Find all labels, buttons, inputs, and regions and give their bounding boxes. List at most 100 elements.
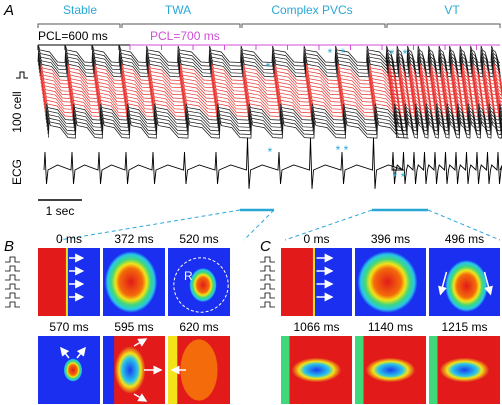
snapshot — [429, 336, 500, 404]
label: 570 ms — [49, 320, 88, 334]
label: * — [403, 47, 408, 61]
cell-trace — [47, 117, 502, 135]
snapshot — [281, 336, 352, 404]
snapshot — [168, 248, 230, 316]
phase-bracket — [121, 23, 241, 28]
label: * — [336, 143, 341, 157]
label: * — [268, 145, 273, 159]
cell-trace — [41, 71, 502, 89]
cell-trace — [44, 92, 502, 110]
wave — [357, 251, 418, 313]
edge — [65, 248, 68, 316]
arrow — [483, 271, 493, 296]
pcl-line — [37, 44, 130, 50]
cell-trace — [38, 49, 501, 67]
label: PCL=600 ms — [38, 29, 108, 43]
h1 — [291, 357, 342, 383]
snapshot — [281, 248, 352, 316]
snapshot — [355, 248, 426, 316]
cell-trace — [45, 99, 502, 117]
label: ECG — [10, 159, 24, 185]
cell-trace — [44, 96, 502, 114]
label: 0 ms — [303, 232, 329, 246]
arrow — [133, 338, 148, 347]
cell-trace — [42, 81, 502, 99]
wave — [189, 268, 217, 302]
label: C — [260, 238, 271, 255]
g — [429, 336, 438, 404]
front — [281, 248, 313, 316]
label: 496 ms — [445, 232, 484, 246]
label: 1066 ms — [293, 320, 339, 334]
ecg-trace — [43, 137, 502, 189]
label: * — [344, 143, 349, 157]
label: 1215 ms — [441, 320, 487, 334]
pcl-line — [129, 44, 500, 50]
label: Stable — [63, 3, 97, 17]
strip — [103, 336, 115, 404]
arrow — [438, 271, 448, 296]
cell-trace — [43, 89, 502, 107]
cell-trace — [42, 78, 502, 96]
cell-trace — [43, 85, 502, 103]
g — [281, 336, 290, 404]
snapshot — [429, 248, 500, 316]
radius — [173, 257, 229, 313]
label: Complex PVCs — [271, 3, 352, 17]
label: 595 ms — [114, 320, 153, 334]
wave — [63, 358, 83, 382]
cell-trace — [48, 121, 502, 139]
cell-trace — [37, 45, 501, 63]
snapshot — [38, 248, 100, 316]
label: 520 ms — [179, 232, 218, 246]
arrow — [60, 346, 70, 359]
label: 620 ms — [179, 320, 218, 334]
snapshot — [38, 336, 100, 404]
cell-trace — [40, 67, 502, 85]
g — [355, 336, 364, 404]
cell-trace — [39, 60, 501, 78]
cell-trace — [41, 74, 502, 92]
phase-bracket — [386, 23, 501, 28]
phase-bracket — [37, 23, 121, 28]
label: 1140 ms — [368, 320, 413, 334]
label: 396 ms — [371, 232, 410, 246]
label: * — [266, 60, 271, 74]
arrow — [133, 393, 148, 402]
snapshot — [168, 336, 230, 404]
label: PCL=700 ms — [150, 29, 220, 43]
front — [38, 248, 66, 316]
wave — [104, 251, 158, 313]
cell-trace — [38, 53, 501, 71]
cell-trace — [40, 63, 502, 81]
cell-trace — [47, 114, 502, 132]
wave — [180, 339, 218, 401]
label: * — [328, 46, 333, 60]
cavity — [114, 346, 146, 394]
label: 372 ms — [114, 232, 153, 246]
wave — [445, 260, 488, 312]
cell-trace — [39, 56, 501, 74]
label: 1 sec — [46, 204, 75, 218]
snapshot — [103, 336, 165, 404]
arrow — [76, 346, 86, 359]
label: * — [393, 170, 398, 184]
h1 — [439, 357, 490, 383]
stim-icon — [5, 256, 20, 308]
cell-trace — [46, 107, 502, 125]
cell-trace — [45, 103, 502, 121]
label: * — [401, 170, 406, 184]
label: 100 cell — [10, 91, 24, 132]
label: A — [3, 2, 14, 19]
label: * — [341, 46, 346, 60]
cell-trace — [46, 110, 502, 128]
label: R — [184, 269, 193, 283]
snapshot — [355, 336, 426, 404]
zoom-lines — [59, 209, 501, 241]
stim-icon — [260, 256, 275, 308]
edge — [312, 248, 315, 316]
snapshot — [103, 248, 165, 316]
label: B — [4, 238, 14, 255]
label: * — [390, 47, 395, 61]
